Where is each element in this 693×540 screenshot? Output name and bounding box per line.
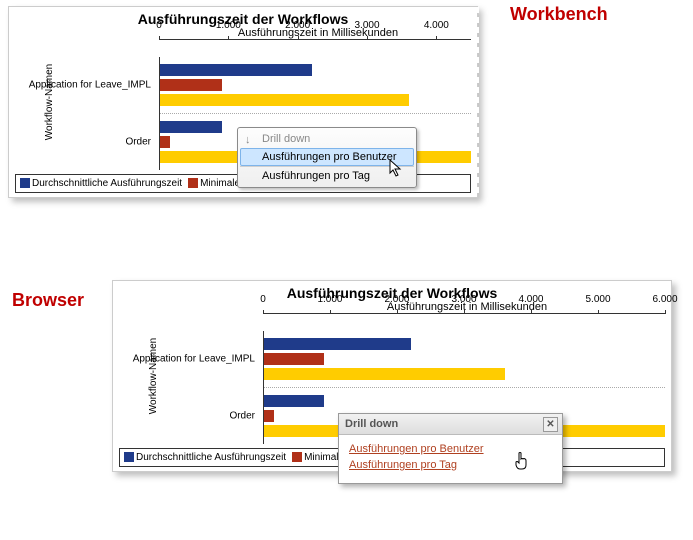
- context-menu[interactable]: ↓ Drill down Ausführungen pro Benutzer A…: [237, 127, 417, 188]
- axis-tick-label: 1.000: [216, 20, 241, 31]
- bar-group: Application for Leave_IMPL: [160, 57, 471, 113]
- context-menu-item[interactable]: Ausführungen pro Tag: [240, 166, 414, 185]
- close-icon: ✕: [546, 419, 554, 430]
- context-menu-header: Drill down ✕: [339, 414, 562, 435]
- axis-tick-label: 4.000: [518, 294, 543, 305]
- context-menu[interactable]: Drill down ✕ Ausführungen pro Benutzer A…: [338, 413, 563, 484]
- y-axis-title: Workflow-Namen: [148, 338, 159, 415]
- axis-tick: [665, 310, 666, 314]
- axis-tick: [298, 36, 299, 40]
- axis-tick-label: 0: [156, 20, 162, 31]
- context-menu-title-label: Drill down: [262, 133, 310, 145]
- legend-label: Durchschnittliche Ausführungszeit: [32, 178, 182, 189]
- context-menu-item[interactable]: Ausführungen pro Benutzer: [349, 441, 552, 457]
- y-axis-title: Workflow-Namen: [44, 64, 55, 141]
- axis-tick-label: 3.000: [451, 294, 476, 305]
- bar-min: [160, 79, 222, 91]
- axis-tick: [397, 310, 398, 314]
- browser-panel: Ausführungszeit der Workflows Ausführung…: [112, 280, 672, 472]
- category-label: Order: [114, 411, 259, 422]
- swatch: [188, 178, 198, 188]
- legend-item: Durchschnittliche Ausführungszeit: [20, 178, 182, 189]
- axis-tick: [464, 310, 465, 314]
- category-label: Order: [10, 137, 155, 148]
- context-menu-title: ↓ Drill down: [240, 130, 414, 148]
- bar-max: [264, 368, 505, 380]
- bar-avg: [160, 64, 312, 76]
- context-menu-item[interactable]: Ausführungen pro Tag: [349, 457, 552, 473]
- category-label: Application for Leave_IMPL: [114, 354, 259, 365]
- bar-max: [160, 94, 409, 106]
- bar-group: Application for Leave_IMPL: [264, 331, 665, 387]
- axis-tick-label: 6.000: [652, 294, 677, 305]
- bar-avg: [264, 395, 324, 407]
- workbench-panel: Ausführungszeit der Workflows Ausführung…: [8, 6, 478, 198]
- bar-min: [160, 136, 170, 148]
- axis-tick-label: 4.000: [424, 20, 449, 31]
- bar-avg: [160, 121, 222, 133]
- context-menu-body: Ausführungen pro Benutzer Ausführungen p…: [339, 435, 562, 483]
- tag-browser: Browser: [12, 290, 84, 311]
- legend-item: Durchschnittliche Ausführungszeit: [124, 452, 286, 463]
- axis-tick: [531, 310, 532, 314]
- x-axis: 01.0002.0003.0004.000: [159, 39, 471, 57]
- axis-tick: [436, 36, 437, 40]
- axis-tick-label: 0: [260, 294, 266, 305]
- context-menu-title-label: Drill down: [345, 418, 398, 430]
- arrow-down-icon: ↓: [245, 134, 251, 146]
- context-menu-item[interactable]: Ausführungen pro Benutzer: [240, 148, 414, 166]
- axis-tick-label: 5.000: [585, 294, 610, 305]
- axis-tick: [159, 36, 160, 40]
- axis-tick: [263, 310, 264, 314]
- axis-tick-label: 3.000: [354, 20, 379, 31]
- axis-tick-label: 2.000: [285, 20, 310, 31]
- axis-tick: [598, 310, 599, 314]
- bar-min: [264, 353, 324, 365]
- bar-avg: [264, 338, 411, 350]
- close-button[interactable]: ✕: [543, 417, 558, 432]
- axis-tick-label: 2.000: [384, 294, 409, 305]
- category-label: Application for Leave_IMPL: [10, 80, 155, 91]
- axis-tick: [228, 36, 229, 40]
- axis-tick: [330, 310, 331, 314]
- chart-title: Ausführungszeit der Workflows: [9, 7, 477, 27]
- swatch: [124, 452, 134, 462]
- axis-tick: [367, 36, 368, 40]
- axis-tick-label: 1.000: [317, 294, 342, 305]
- x-axis: 01.0002.0003.0004.0005.0006.000: [263, 313, 665, 331]
- swatch: [292, 452, 302, 462]
- swatch: [20, 178, 30, 188]
- legend-label: Durchschnittliche Ausführungszeit: [136, 452, 286, 463]
- bar-min: [264, 410, 274, 422]
- tag-workbench: Workbench: [510, 4, 608, 25]
